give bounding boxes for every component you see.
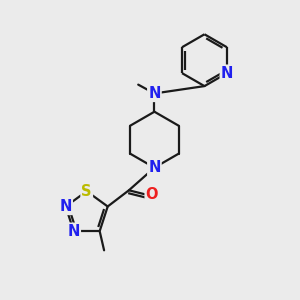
Text: N: N [59, 199, 72, 214]
Text: S: S [81, 184, 92, 199]
Text: N: N [148, 86, 160, 101]
Text: N: N [148, 160, 160, 175]
Text: N: N [221, 66, 233, 81]
Text: O: O [146, 187, 158, 202]
Text: N: N [68, 224, 80, 239]
